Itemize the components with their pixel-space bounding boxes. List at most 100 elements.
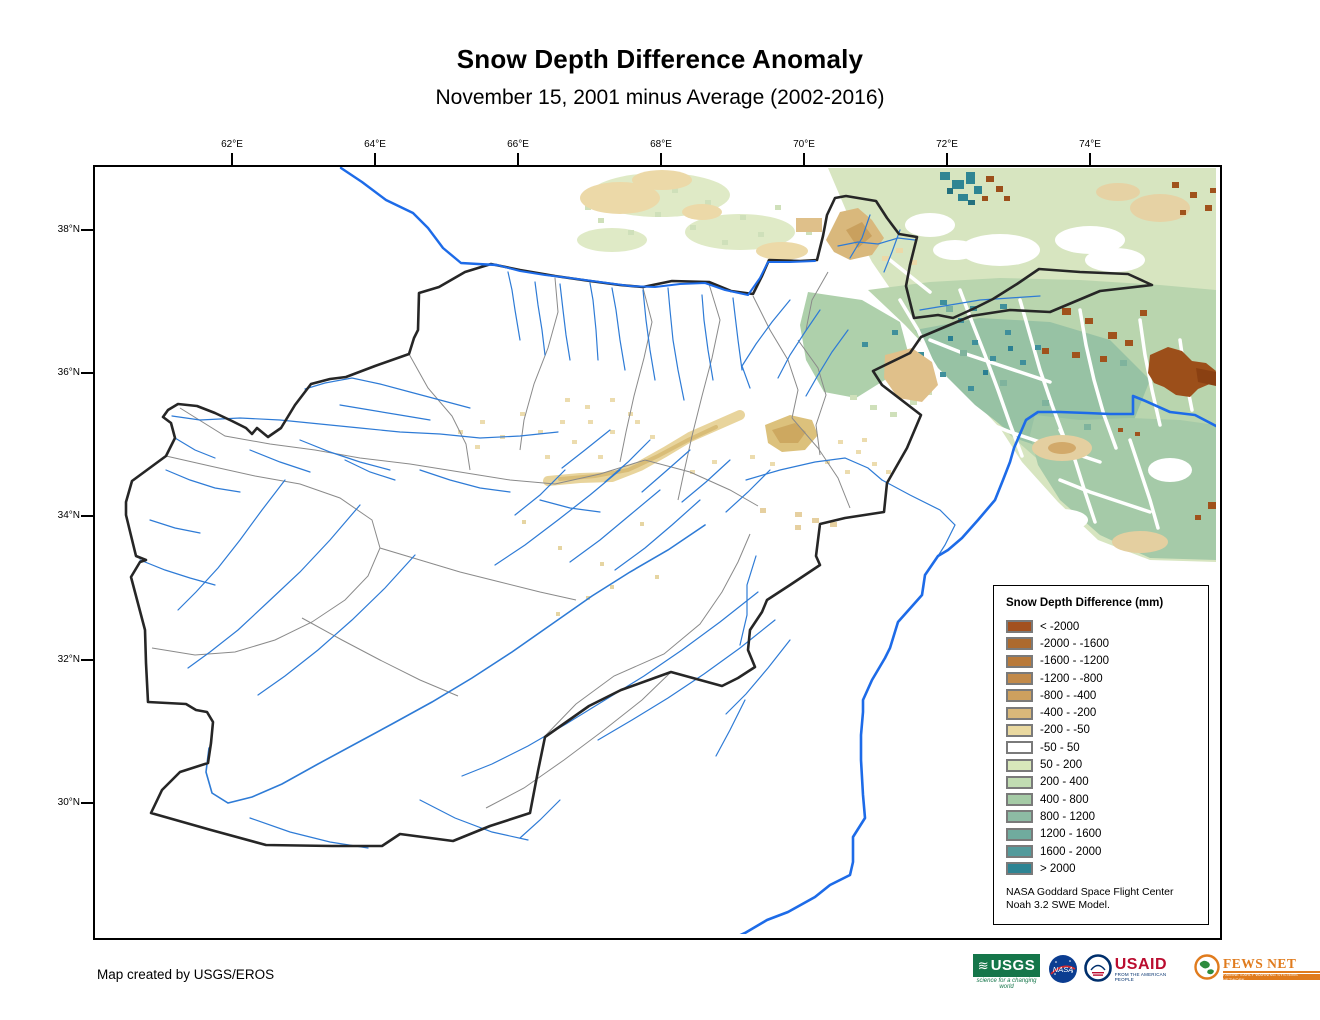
rivers xyxy=(139,214,1041,849)
legend-item-label: 50 - 200 xyxy=(1040,759,1083,772)
map-canvas xyxy=(124,167,1216,934)
logo-row: ≋ USGS science for a changing world NASA xyxy=(973,954,1320,996)
top-axis-tick-label: 66°E xyxy=(507,139,529,150)
usaid-text-wrap: USAID FROM THE AMERICAN PEOPLE xyxy=(1114,956,1187,983)
legend-row: 1600 - 2000 xyxy=(1006,843,1200,860)
nasa-meatball-icon: NASA xyxy=(1049,955,1077,983)
legend-item-label: -200 - -50 xyxy=(1040,724,1090,737)
legend-row: -2000 - -1600 xyxy=(1006,635,1200,652)
fewsnet-globe-icon xyxy=(1194,954,1220,980)
top-axis-tick xyxy=(231,153,233,165)
legend-swatch xyxy=(1006,689,1033,703)
top-axis-tick-label: 74°E xyxy=(1079,139,1101,150)
legend-swatch xyxy=(1006,637,1033,651)
legend-item-label: 200 - 400 xyxy=(1040,776,1089,789)
top-axis-tick-label: 72°E xyxy=(936,139,958,150)
legend-row: > 2000 xyxy=(1006,860,1200,877)
top-axis-tick-label: 64°E xyxy=(364,139,386,150)
legend-row: -50 - 50 xyxy=(1006,739,1200,756)
map-credit: Map created by USGS/EROS xyxy=(97,967,275,982)
legend-swatch xyxy=(1006,827,1033,841)
usaid-logo-text: USAID xyxy=(1114,956,1167,973)
top-axis-tick xyxy=(374,153,376,165)
fewsnet-logo: FEWS NET FAMINE EARLY WARNING SYSTEMS NE… xyxy=(1194,954,1320,982)
usaid-logo: USAID FROM THE AMERICAN PEOPLE xyxy=(1084,954,1186,982)
legend-item-label: < -2000 xyxy=(1040,620,1080,633)
top-axis-tick-label: 62°E xyxy=(221,139,243,150)
legend-item-label: 800 - 1200 xyxy=(1040,810,1095,823)
legend-swatch xyxy=(1006,845,1033,858)
legend-note: NASA Goddard Space Flight Center Noah 3.… xyxy=(1006,886,1200,912)
legend-row: 1200 - 1600 xyxy=(1006,826,1200,843)
legend-swatch xyxy=(1006,862,1033,876)
top-axis-tick xyxy=(946,153,948,165)
top-axis-tick xyxy=(803,153,805,165)
left-axis-tick xyxy=(81,372,93,374)
legend-swatch xyxy=(1006,706,1033,720)
top-axis-tick xyxy=(517,153,519,165)
fewsnet-logo-text: FEWS NET xyxy=(1222,957,1320,973)
svg-text:NASA: NASA xyxy=(1053,965,1073,974)
major-rivers xyxy=(339,167,1216,934)
usgs-logo-text: USGS xyxy=(990,957,1036,974)
legend-swatch xyxy=(1006,672,1033,686)
legend-row: 50 - 200 xyxy=(1006,756,1200,773)
usgs-tagline: science for a changing world xyxy=(976,978,1037,990)
legend-row: -200 - -50 xyxy=(1006,722,1200,739)
legend-item-label: -1200 - -800 xyxy=(1040,672,1103,685)
top-axis-tick-label: 68°E xyxy=(650,139,672,150)
usgs-wave-icon: ≋ xyxy=(977,957,989,973)
legend-item-label: -2000 - -1600 xyxy=(1040,637,1110,650)
nasa-logo: NASA xyxy=(1048,954,1078,989)
legend-note-line1: NASA Goddard Space Flight Center xyxy=(1006,886,1174,899)
fews-text-wrap: FEWS NET FAMINE EARLY WARNING SYSTEMS NE… xyxy=(1222,957,1320,982)
legend-item-label: -800 - -400 xyxy=(1040,689,1097,702)
legend-swatch xyxy=(1006,793,1033,807)
usgs-logo: ≋ USGS science for a changing world xyxy=(973,954,1040,990)
legend-item-label: -1600 - -1200 xyxy=(1040,655,1110,668)
left-axis-tick-label: 36°N xyxy=(57,367,80,378)
map-frame xyxy=(93,165,1222,940)
fewsnet-tagline: FAMINE EARLY WARNING SYSTEMS NETWORK xyxy=(1222,972,1320,982)
left-axis-tick xyxy=(81,515,93,517)
legend-item-label: -50 - 50 xyxy=(1040,741,1080,754)
country-border xyxy=(124,194,1154,848)
left-axis-tick-label: 30°N xyxy=(57,797,80,808)
legend-swatch xyxy=(1006,810,1033,824)
left-axis-tick-label: 38°N xyxy=(57,224,80,235)
legend-items: < -2000 -2000 - -1600 -1600 - -1200 -120… xyxy=(1006,618,1200,877)
legend-item-label: 400 - 800 xyxy=(1040,793,1089,806)
legend-swatch xyxy=(1006,620,1033,634)
top-axis-tick-label: 70°E xyxy=(793,139,815,150)
page-subtitle: November 15, 2001 minus Average (2002-20… xyxy=(435,86,885,109)
legend: Snow Depth Difference (mm) < -2000 -2000… xyxy=(993,585,1209,925)
legend-row: -1600 - -1200 xyxy=(1006,653,1200,670)
legend-swatch xyxy=(1006,723,1033,737)
usaid-seal-icon xyxy=(1084,954,1112,982)
legend-item-label: 1200 - 1600 xyxy=(1040,828,1102,841)
left-axis-tick xyxy=(81,802,93,804)
raster-layer xyxy=(458,168,1216,616)
legend-swatch xyxy=(1006,654,1033,668)
legend-row: -1200 - -800 xyxy=(1006,670,1200,687)
legend-row: 800 - 1200 xyxy=(1006,808,1200,825)
legend-title: Snow Depth Difference (mm) xyxy=(1006,597,1164,609)
left-axis-tick-label: 34°N xyxy=(57,510,80,521)
usgs-logo-box: ≋ USGS xyxy=(973,954,1040,977)
left-axis-tick xyxy=(81,659,93,661)
legend-item-label: 1600 - 2000 xyxy=(1040,845,1102,858)
legend-swatch xyxy=(1006,775,1033,789)
page-title: Snow Depth Difference Anomaly xyxy=(456,44,864,74)
legend-row: 400 - 800 xyxy=(1006,791,1200,808)
legend-note-line2: Noah 3.2 SWE Model. xyxy=(1006,899,1110,912)
left-axis-tick xyxy=(81,229,93,231)
legend-row: -400 - -200 xyxy=(1006,704,1200,721)
left-axis-tick-label: 32°N xyxy=(57,654,80,665)
legend-row: -800 - -400 xyxy=(1006,687,1200,704)
watershed-boundaries xyxy=(151,271,851,809)
top-axis-tick xyxy=(1089,153,1091,165)
legend-item-label: > 2000 xyxy=(1040,862,1076,875)
usaid-tagline: FROM THE AMERICAN PEOPLE xyxy=(1114,972,1167,982)
legend-item-label: -400 - -200 xyxy=(1040,707,1097,720)
